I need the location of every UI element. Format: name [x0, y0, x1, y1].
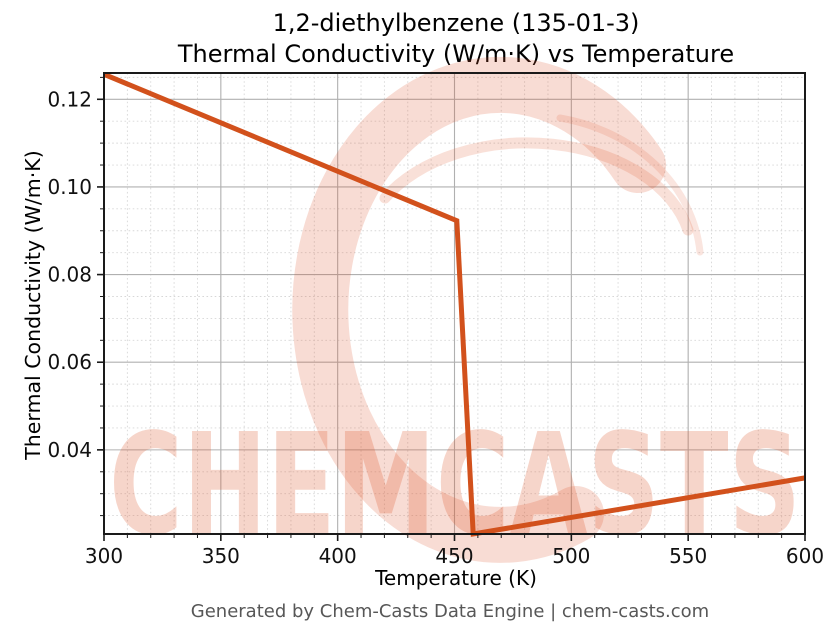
x-tick-label: 500	[552, 544, 590, 568]
major-gridlines	[104, 73, 805, 534]
y-tick-label: 0.04	[47, 438, 92, 462]
y-tick-label: 0.06	[47, 350, 92, 374]
y-tick-label: 0.10	[47, 175, 92, 199]
chemcasts-swirl-curl	[379, 137, 694, 236]
x-tick-label: 400	[319, 544, 357, 568]
y-axis-ticks	[97, 76, 104, 517]
series-line-thermal-conductivity	[103, 71, 806, 537]
y-tick-label: 0.12	[47, 87, 92, 111]
x-tick-label: 600	[786, 544, 824, 568]
x-tick-label: 550	[669, 544, 707, 568]
chart-title: 1,2-diethylbenzene (135-01-3) Thermal Co…	[86, 8, 826, 70]
chemcasts-swirl-tail	[556, 114, 704, 256]
chart-title-line1: 1,2-diethylbenzene (135-01-3)	[272, 9, 640, 37]
x-axis-label: Temperature (K)	[375, 566, 537, 590]
chemcasts-swirl-logo	[292, 56, 666, 563]
x-axis-ticks	[103, 534, 806, 541]
footer-credit: Generated by Chem-Casts Data Engine | ch…	[190, 601, 710, 622]
chart-title-line2: Thermal Conductivity (W/m·K) vs Temperat…	[177, 40, 735, 68]
x-tick-label: 350	[202, 544, 240, 568]
watermark-text: CHEMCASTS	[109, 404, 801, 567]
y-axis-label: Thermal Conductivity (W/m·K)	[21, 150, 45, 460]
y-tick-label: 0.08	[47, 263, 92, 287]
x-tick-label: 300	[85, 544, 123, 568]
minor-gridlines	[104, 73, 805, 534]
x-tick-label: 450	[435, 544, 473, 568]
